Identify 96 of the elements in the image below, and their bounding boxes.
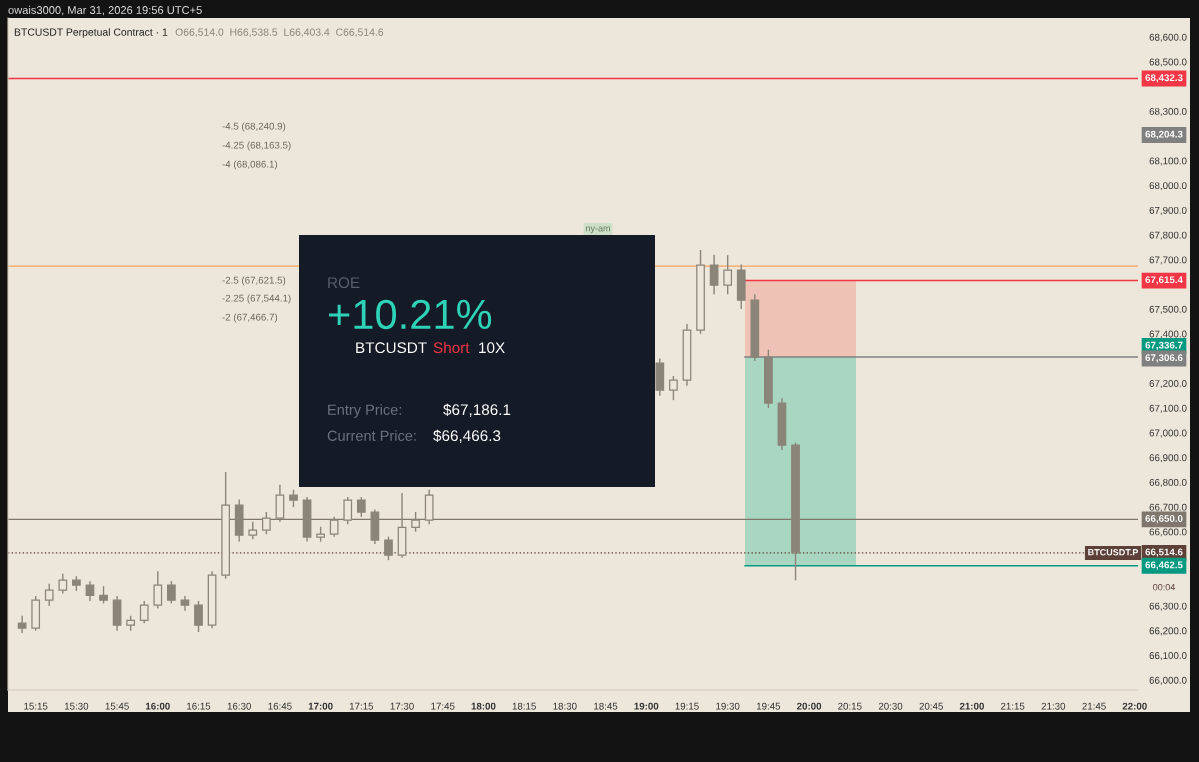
annotation: Entry Price: [328,404,402,418]
y-tick-label: 66,000.0 [1149,676,1187,685]
candlestick [275,484,285,523]
annotation: BTCUSDT [356,342,427,354]
x-tick-label: 15:30 [64,702,89,710]
x-tick-label: 17:15 [349,702,374,710]
y-tick-label: 66,900.0 [1149,454,1187,463]
candlestick [411,511,420,533]
y-tick-label: 68,000.0 [1149,182,1187,191]
text: 68,204.3 [1145,130,1183,140]
annotation: BTCUSDT.P [1088,549,1139,556]
x-tick-label: 17:45 [431,702,455,710]
y-tick-label: 66,200.0 [1149,627,1187,636]
x-tick-label: 20:00 [797,702,822,710]
x-tick-label: 16:00 [145,702,170,710]
y-tick-label: 67,500.0 [1149,305,1187,314]
annotation: -4 (68,086.1) [222,160,278,170]
candlestick [723,254,733,295]
annotation: -2 (67,466.7) [222,313,278,323]
x-tick-label: 21:15 [1000,702,1025,710]
ref-line-label: 66,514.6 [1145,548,1183,557]
y-tick-label: 67,700.0 [1149,256,1187,265]
annotation: -4.25 (68,163.5) [222,141,291,151]
y-tick-label: 66,700.0 [1149,503,1187,512]
candlestick [384,535,393,561]
x-tick-label: 18:15 [512,702,536,710]
x-tick-label: 15:15 [24,702,48,710]
y-tick-label: 67,200.0 [1149,380,1187,389]
candlestick [17,615,27,634]
x-tick-label: 20:15 [838,702,862,710]
annotation: Short [433,341,470,354]
candlestick [58,573,68,595]
candlestick [709,254,719,295]
text: 67,336.7 [1145,341,1183,351]
candlestick [343,496,353,525]
x-tick-label: 18:30 [553,702,577,710]
ref-line-label: 66,650.0 [1145,515,1183,524]
x-tick-label: 16:30 [227,702,251,710]
y-tick-label: 66,300.0 [1149,602,1187,611]
x-tick-label: 19:00 [634,702,659,710]
x-tick-label: 21:30 [1041,702,1066,710]
x-tick-label: 20:45 [919,702,943,710]
x-tick-label: 17:30 [390,702,414,710]
text: 00:04 [1153,584,1176,591]
ref-line-label: 66,462.5 [1145,561,1183,570]
x-tick-label: 16:15 [187,702,211,710]
ref-line-label: 67,615.4 [1145,276,1183,285]
x-tick-label: 20:30 [878,702,903,710]
x-tick-label: 19:30 [716,702,740,710]
x-tick-label: 17:00 [308,702,333,710]
text: O66,514.0 H66,538.5 L66,403.4 C66,514.6 [175,28,384,38]
annotation: Current Price: [327,430,416,441]
annotation: $67,186.1 [443,403,511,417]
candlestick [329,516,339,538]
y-tick-label: 67,400.0 [1149,330,1187,339]
y-tick-label: 68,600.0 [1149,33,1187,42]
candlestick [85,580,95,602]
annotation: -4.5 (68,240.9) [222,122,286,132]
candlestick [153,570,163,610]
x-tick-label: 18:00 [471,702,496,710]
candlestick [356,496,366,518]
y-tick-label: 66,100.0 [1149,652,1187,661]
annotation: -2.25 (67,544.1) [222,294,291,304]
annotation: ROE [328,277,360,289]
x-tick-label: 19:15 [675,702,699,710]
text: owais3000, Mar 31, 2026 19:56 UTC+5 [8,5,202,16]
y-tick-label: 68,100.0 [1149,157,1187,166]
ref-line-label: 67,306.6 [1145,354,1183,363]
y-tick-label: 66,600.0 [1149,528,1187,537]
x-tick-label: 22:00 [1122,702,1147,710]
y-tick-label: 67,800.0 [1149,231,1187,240]
candlestick [167,580,176,605]
x-tick-label: 15:45 [105,702,129,710]
annotation: +10.21% [329,299,492,330]
ref-line-label: 68,432.3 [1145,74,1183,83]
y-tick-label: 68,500.0 [1149,58,1187,67]
y-tick-label: 68,300.0 [1149,107,1187,117]
annotation: $66,466.3 [433,429,501,443]
candlestick [44,582,54,607]
candlestick [139,600,149,624]
candlestick [669,375,678,401]
candlestick [194,600,203,633]
annotation: ny-am [586,226,610,234]
annotation: -2.5 (67,621.5) [222,276,286,286]
x-tick-label: 18:45 [594,702,618,710]
y-tick-label: 67,900.0 [1149,206,1187,215]
y-tick-label: 67,100.0 [1149,404,1187,413]
x-tick-label: 21:00 [959,702,984,710]
annotation: 10X [479,342,505,354]
x-tick-label: 19:45 [756,702,781,710]
y-tick-label: 67,000.0 [1149,429,1187,438]
y-tick-label: 66,800.0 [1149,478,1187,488]
x-tick-label: 21:45 [1082,702,1106,710]
candlestick [261,511,271,535]
x-tick-label: 16:45 [268,702,292,710]
text: BTCUSDT Perpetual Contract · 1 [14,28,168,38]
